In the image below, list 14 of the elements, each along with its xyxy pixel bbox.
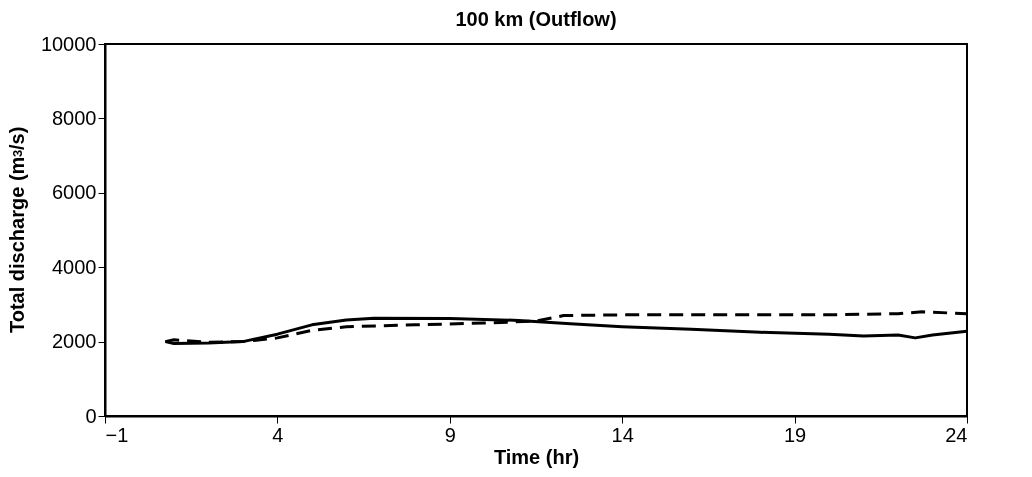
y-tick-label: 2000 (52, 330, 97, 353)
y-tick-label: 4000 (52, 255, 97, 278)
chart-title: 100 km (Outflow) (455, 8, 617, 30)
x-tick-label: 4 (272, 423, 284, 446)
x-tick-label: −1 (105, 423, 129, 446)
x-tick-label: 14 (611, 423, 634, 446)
y-tick-label: 10000 (40, 32, 97, 55)
x-tick-label: 19 (783, 423, 807, 446)
x-axis-title: Time (hr) (493, 445, 580, 468)
x-tick-label: 9 (444, 423, 456, 446)
y-tick-label: 0 (85, 404, 97, 427)
y-tick-label: 6000 (52, 181, 97, 204)
y-tick-label: 8000 (52, 106, 97, 129)
x-tick-label: 24 (945, 423, 968, 446)
